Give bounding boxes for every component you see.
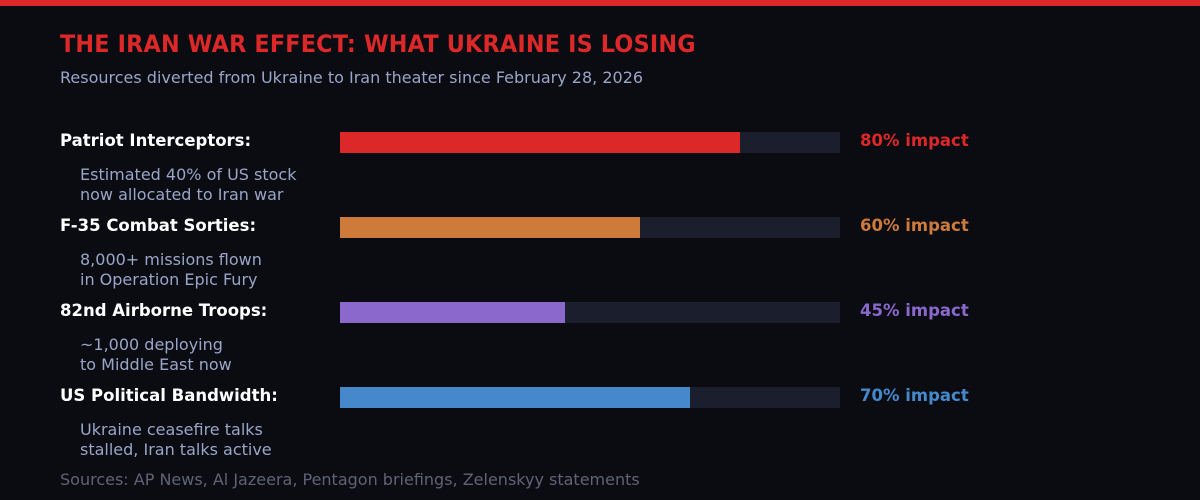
row-label: F-35 Combat Sorties: — [60, 216, 257, 235]
chart-title: THE IRAN WAR EFFECT: WHAT UKRAINE IS LOS… — [60, 30, 696, 58]
bar-track — [340, 132, 840, 153]
bar-fill — [340, 302, 565, 323]
impact-value: 60% impact — [860, 216, 969, 235]
impact-value: 80% impact — [860, 131, 969, 150]
impact-row-82nd-airborne: 82nd Airborne Troops: ~1,000 deploying t… — [0, 301, 1200, 387]
row-description: ~1,000 deploying to Middle East now — [80, 335, 232, 374]
impact-row-f35: F-35 Combat Sorties: 8,000+ missions flo… — [0, 216, 1200, 302]
row-description: 8,000+ missions flown in Operation Epic … — [80, 250, 262, 289]
impact-value: 45% impact — [860, 301, 969, 320]
bar-fill — [340, 132, 740, 153]
row-label: Patriot Interceptors: — [60, 131, 252, 150]
bar-fill — [340, 387, 690, 408]
impact-row-patriot: Patriot Interceptors: Estimated 40% of U… — [0, 131, 1200, 217]
row-label: 82nd Airborne Troops: — [60, 301, 268, 320]
bar-track — [340, 217, 840, 238]
bar-fill — [340, 217, 640, 238]
bar-track — [340, 387, 840, 408]
row-description: Ukraine ceasefire talks stalled, Iran ta… — [80, 420, 272, 459]
impact-row-political-bandwidth: US Political Bandwidth: Ukraine ceasefir… — [0, 386, 1200, 472]
impact-value: 70% impact — [860, 386, 969, 405]
bar-track — [340, 302, 840, 323]
sources-footnote: Sources: AP News, Al Jazeera, Pentagon b… — [60, 470, 640, 489]
row-description: Estimated 40% of US stock now allocated … — [80, 165, 297, 204]
chart-subtitle: Resources diverted from Ukraine to Iran … — [60, 68, 644, 87]
row-label: US Political Bandwidth: — [60, 386, 278, 405]
top-accent-bar — [0, 0, 1200, 6]
